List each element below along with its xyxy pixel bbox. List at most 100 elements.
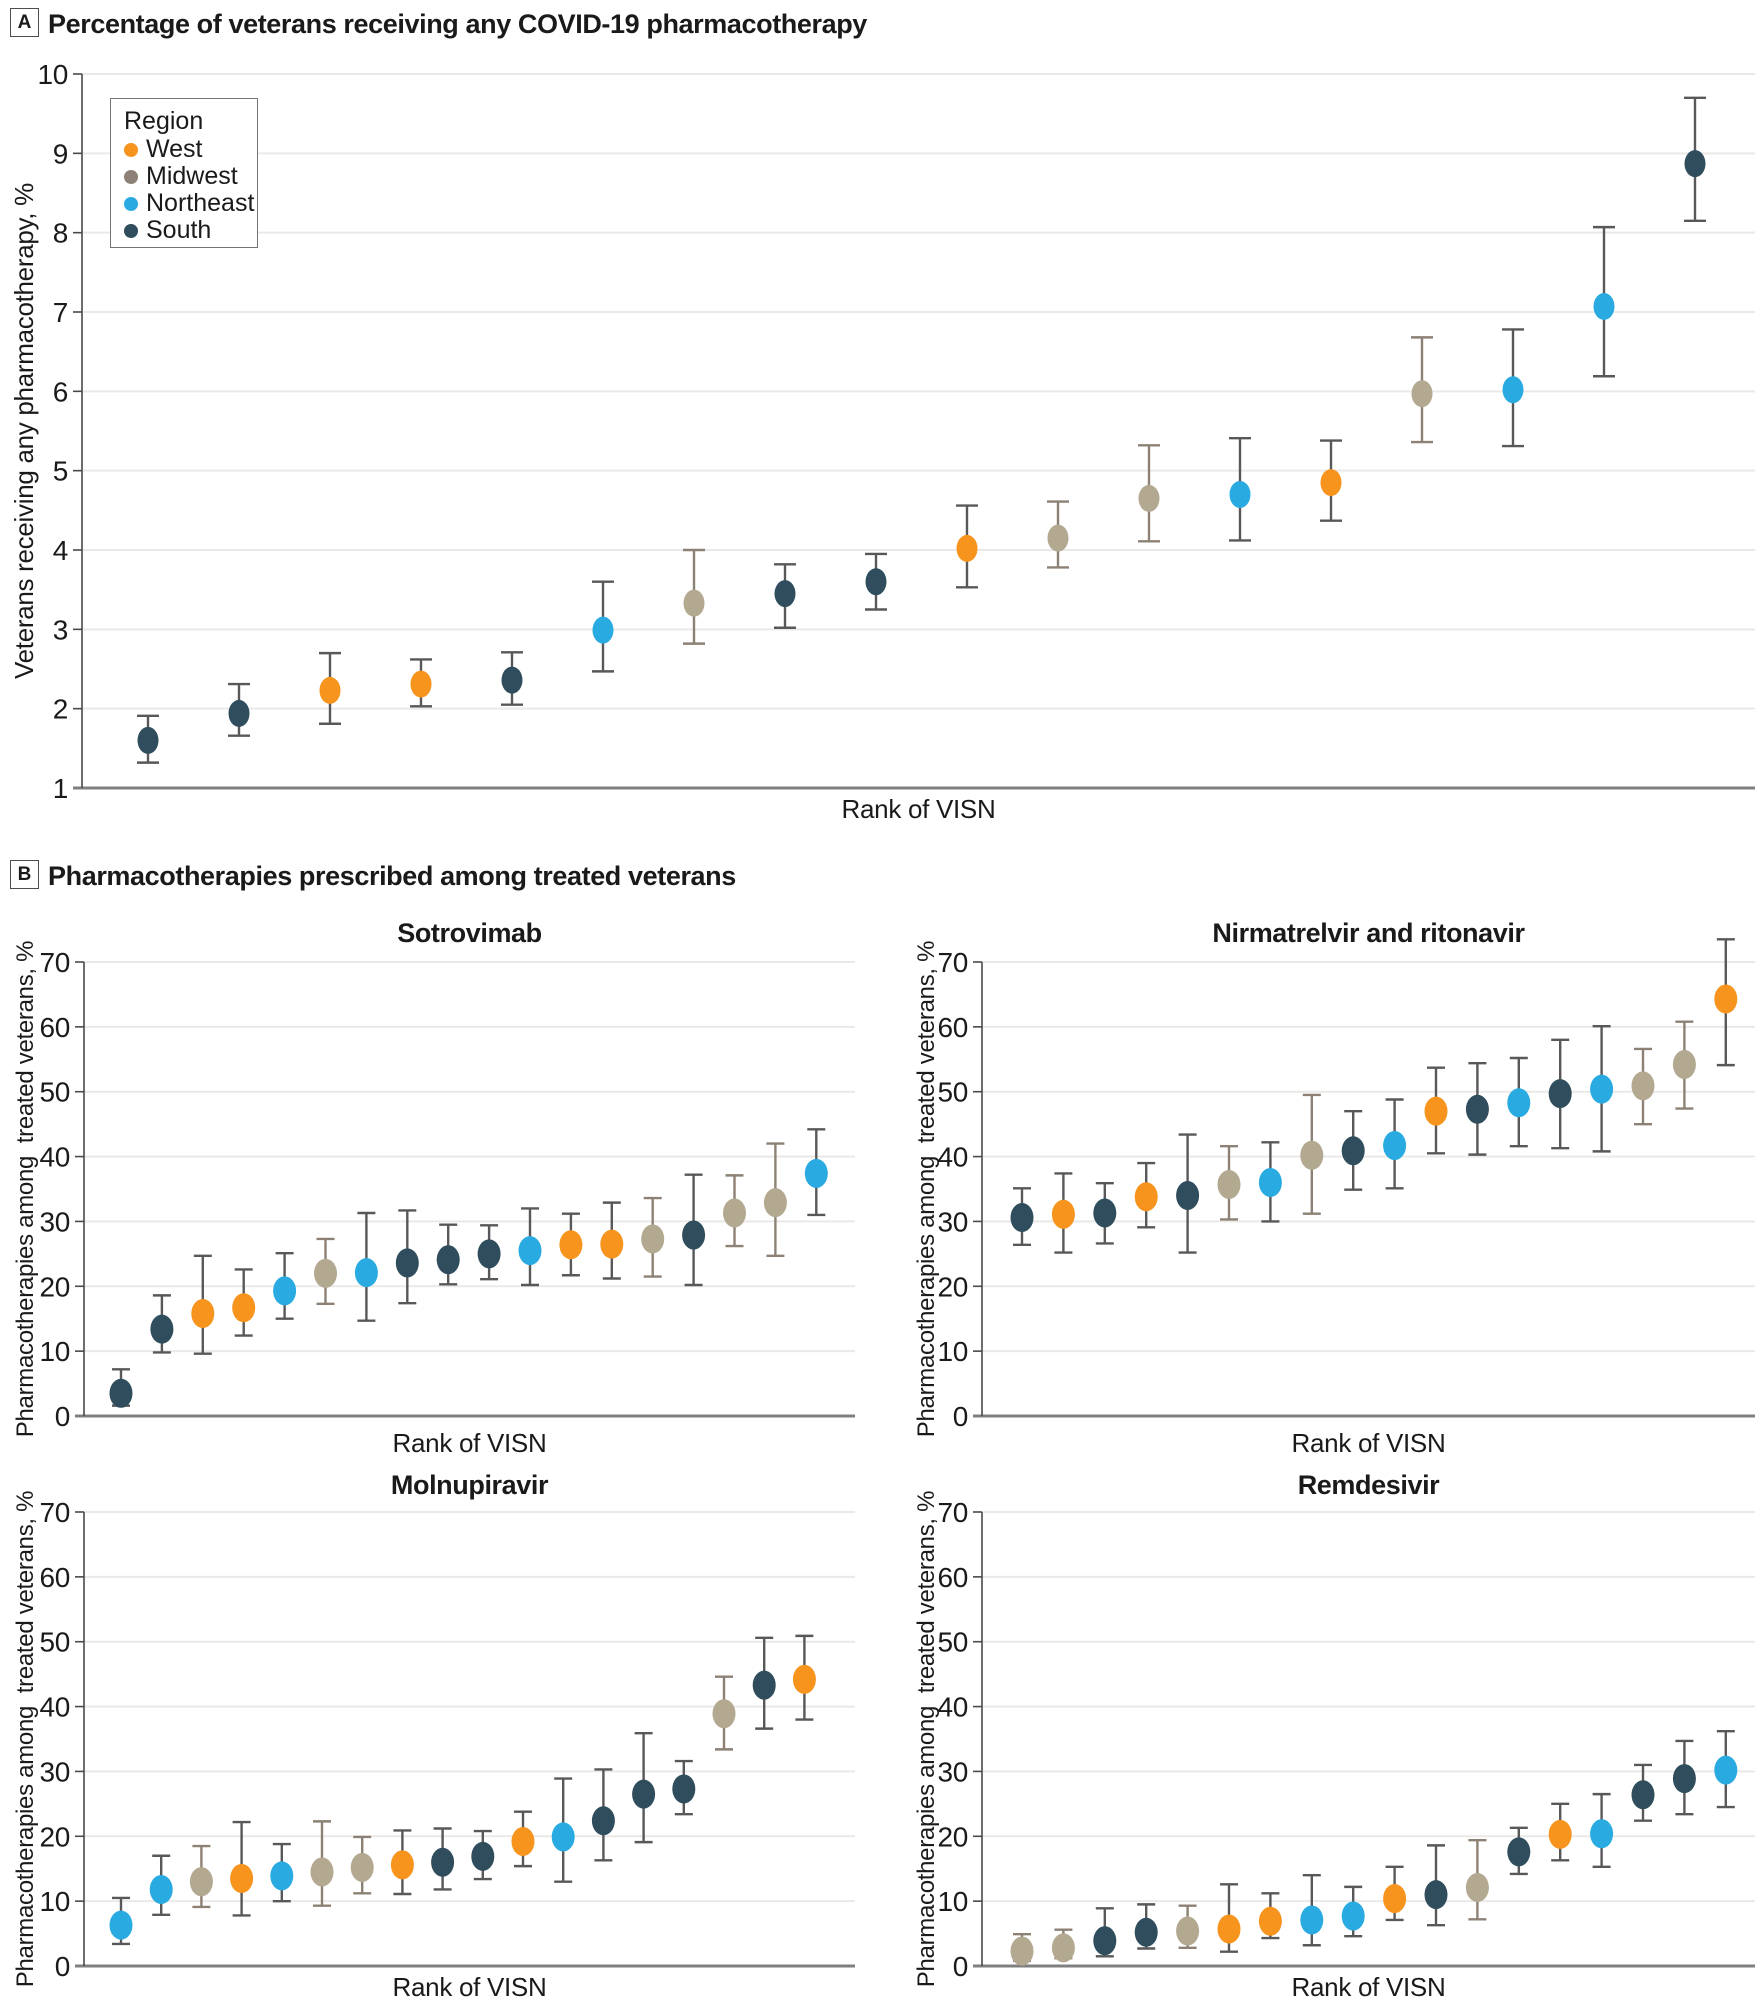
data-point-west xyxy=(511,1826,535,1856)
data-point-midwest xyxy=(310,1857,334,1887)
data-point-west xyxy=(232,1293,256,1323)
data-point-northeast xyxy=(354,1258,378,1288)
data-point-west xyxy=(1714,984,1738,1014)
data-point-northeast xyxy=(518,1236,542,1266)
legend-label-midwest: Midwest xyxy=(146,162,238,190)
data-point-midwest xyxy=(1672,1049,1696,1079)
data-point-south xyxy=(1631,1780,1655,1810)
data-point-northeast xyxy=(149,1874,173,1904)
y-tick-label: 50 xyxy=(937,1077,968,1108)
data-point-south xyxy=(682,1220,706,1250)
y-tick-label: 30 xyxy=(937,1756,968,1787)
panel-a-title: Percentage of veterans receiving any COV… xyxy=(48,9,867,39)
data-point-midwest xyxy=(350,1852,374,1882)
data-point-west xyxy=(410,670,432,698)
data-point-northeast xyxy=(551,1822,575,1852)
data-point-northeast xyxy=(1590,1819,1614,1849)
data-point-west xyxy=(956,534,978,562)
data-point-midwest xyxy=(1411,380,1433,408)
data-point-west xyxy=(600,1229,624,1259)
data-point-midwest xyxy=(1138,484,1160,512)
y-tick-label: 5 xyxy=(53,456,68,487)
data-point-northeast xyxy=(1593,292,1615,320)
y-tick-label: 8 xyxy=(53,218,68,249)
data-point-midwest xyxy=(1631,1071,1655,1101)
y-tick-label: 7 xyxy=(53,297,68,328)
molnupiravir-y-axis-label: Pharmacotherapies among treated veterans… xyxy=(12,1490,39,1988)
data-point-south xyxy=(1134,1917,1158,1947)
y-tick-label: 10 xyxy=(39,1336,70,1367)
data-point-south xyxy=(1010,1203,1034,1233)
data-point-west xyxy=(319,676,341,704)
data-point-south xyxy=(672,1774,696,1804)
west-swatch-icon xyxy=(124,142,138,157)
data-point-south xyxy=(752,1670,776,1700)
y-tick-label: 10 xyxy=(37,59,68,90)
data-point-midwest xyxy=(1300,1140,1324,1170)
data-point-midwest xyxy=(189,1867,213,1897)
y-tick-label: 20 xyxy=(39,1821,70,1852)
data-point-south xyxy=(228,699,250,727)
data-point-south xyxy=(1465,1094,1489,1124)
y-tick-label: 40 xyxy=(937,1692,968,1723)
legend-label-south: South xyxy=(146,216,212,244)
data-point-northeast xyxy=(109,1910,133,1940)
data-point-south xyxy=(137,726,159,754)
data-point-midwest xyxy=(314,1258,337,1288)
y-tick-label: 10 xyxy=(39,1886,70,1917)
data-point-south xyxy=(591,1806,615,1836)
y-tick-label: 1 xyxy=(53,773,68,804)
y-tick-label: 70 xyxy=(39,947,70,978)
y-tick-label: 40 xyxy=(39,1142,70,1173)
y-tick-label: 60 xyxy=(937,1562,968,1593)
data-point-south xyxy=(632,1779,656,1809)
y-tick-label: 0 xyxy=(55,1951,70,1982)
y-tick-label: 2 xyxy=(53,694,68,725)
y-tick-label: 30 xyxy=(39,1756,70,1787)
data-point-west xyxy=(1424,1096,1448,1126)
y-tick-label: 20 xyxy=(39,1271,70,1302)
sotrovimab-title: Sotrovimab xyxy=(397,918,542,948)
y-tick-label: 70 xyxy=(937,1497,968,1528)
data-point-south xyxy=(1672,1764,1696,1794)
y-tick-label: 50 xyxy=(39,1077,70,1108)
data-point-west xyxy=(792,1664,816,1694)
y-tick-label: 20 xyxy=(937,1271,968,1302)
panel-a-x-axis-label: Rank of VISN xyxy=(841,794,996,824)
data-point-south xyxy=(774,580,796,608)
y-tick-label: 0 xyxy=(55,1401,70,1432)
data-point-northeast xyxy=(1341,1901,1365,1931)
data-point-south xyxy=(431,1847,455,1877)
y-tick-label: 3 xyxy=(53,614,68,645)
data-point-west xyxy=(230,1863,254,1893)
data-point-midwest xyxy=(1051,1933,1075,1963)
data-point-northeast xyxy=(804,1158,828,1188)
region-legend: Region West Midwest Northeast South xyxy=(110,98,258,248)
data-point-west xyxy=(1258,1906,1282,1936)
data-point-northeast xyxy=(1507,1088,1531,1118)
legend-item-west: West xyxy=(124,135,257,163)
data-point-midwest xyxy=(1010,1936,1034,1966)
panel-b-title: Pharmacotherapies prescribed among treat… xyxy=(48,861,736,891)
panel-a-y-axis-label: Veterans receiving any pharmacotherapy, … xyxy=(9,183,39,679)
legend-label-west: West xyxy=(146,135,203,163)
data-point-west xyxy=(1217,1914,1241,1944)
data-point-northeast xyxy=(1258,1168,1282,1198)
y-tick-label: 50 xyxy=(937,1627,968,1658)
data-point-midwest xyxy=(1465,1873,1489,1903)
data-point-midwest xyxy=(712,1699,736,1729)
data-point-west xyxy=(1051,1199,1075,1229)
data-point-south xyxy=(1093,1198,1117,1228)
data-point-south xyxy=(1684,150,1706,178)
sotrovimab-y-axis-label: Pharmacotherapies among treated veterans… xyxy=(12,940,39,1438)
y-tick-label: 60 xyxy=(39,1012,70,1043)
data-point-south xyxy=(1548,1079,1572,1109)
data-point-south xyxy=(395,1248,419,1278)
molnupiravir-title: Molnupiravir xyxy=(390,1470,549,1500)
data-point-northeast xyxy=(1502,376,1524,404)
data-point-midwest xyxy=(1047,524,1069,552)
data-point-west xyxy=(390,1850,414,1880)
data-point-south xyxy=(1424,1880,1448,1910)
legend-title: Region xyxy=(124,107,204,135)
